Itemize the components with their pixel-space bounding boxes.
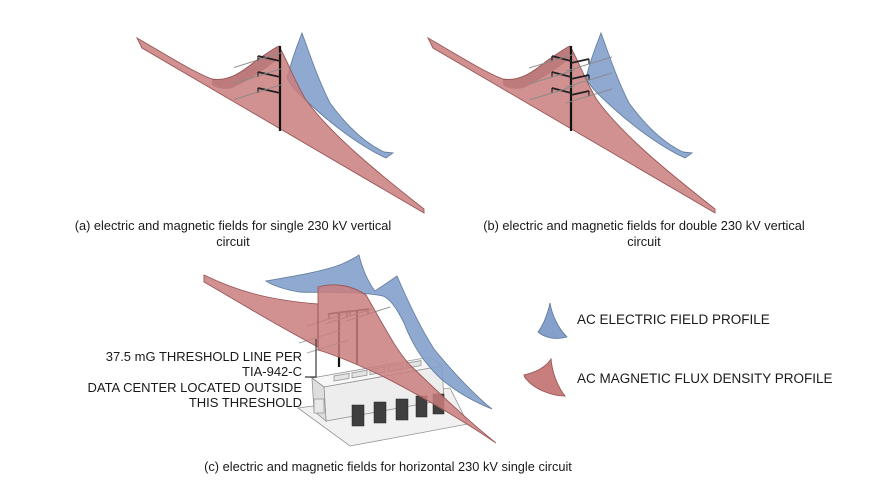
generator-unit <box>373 401 387 424</box>
conductor-wire <box>565 56 613 72</box>
conductor-wire <box>233 52 283 68</box>
electric-field-surface-b <box>585 31 694 159</box>
crossarm <box>257 71 281 78</box>
rooftop-unit <box>333 372 350 382</box>
electric-field-surface-c <box>264 254 493 410</box>
crossarm <box>570 58 590 64</box>
electric-field-legend-icon <box>537 302 568 339</box>
conductor-wire <box>565 72 613 88</box>
rooftop-unit <box>351 369 368 379</box>
transmission-tower-b <box>528 46 613 131</box>
crossarm <box>257 55 281 62</box>
magnetic-field-threshold-wall-c <box>317 284 497 444</box>
panel-a-illustration <box>135 31 425 214</box>
panel-c-illustration <box>203 254 497 447</box>
legend-icons <box>523 302 568 397</box>
conductor-wire <box>565 88 613 104</box>
transmission-tower-a <box>233 46 283 131</box>
conductor-wire <box>233 68 283 84</box>
generator-unit <box>351 404 365 427</box>
caption-panel-b: (b) electric and magnetic fields for dou… <box>483 218 805 249</box>
generator-unit <box>395 398 409 421</box>
conductor-wire <box>233 84 283 100</box>
annex-box <box>313 398 325 414</box>
conductor-wire <box>528 53 576 69</box>
legend-label-magnetic: AC MAGNETIC FLUX DENSITY PROFILE <box>577 371 833 386</box>
crossarm <box>570 74 590 80</box>
caption-panel-c: (c) electric and magnetic fields for hor… <box>204 459 572 474</box>
panel-b-illustration <box>426 31 716 214</box>
threshold-leader-line <box>305 339 317 378</box>
crossarm <box>570 90 590 96</box>
conductor-wire <box>528 85 576 101</box>
threshold-annotation: 37.5 mG THRESHOLD LINE PER TIA-942-C DAT… <box>87 349 302 411</box>
magnetic-field-legend-icon <box>523 357 566 397</box>
crossarm <box>257 87 281 94</box>
conductor-wire <box>528 69 576 85</box>
caption-panel-a: (a) electric and magnetic fields for sin… <box>74 218 392 249</box>
legend-label-electric: AC ELECTRIC FIELD PROFILE <box>577 312 770 327</box>
